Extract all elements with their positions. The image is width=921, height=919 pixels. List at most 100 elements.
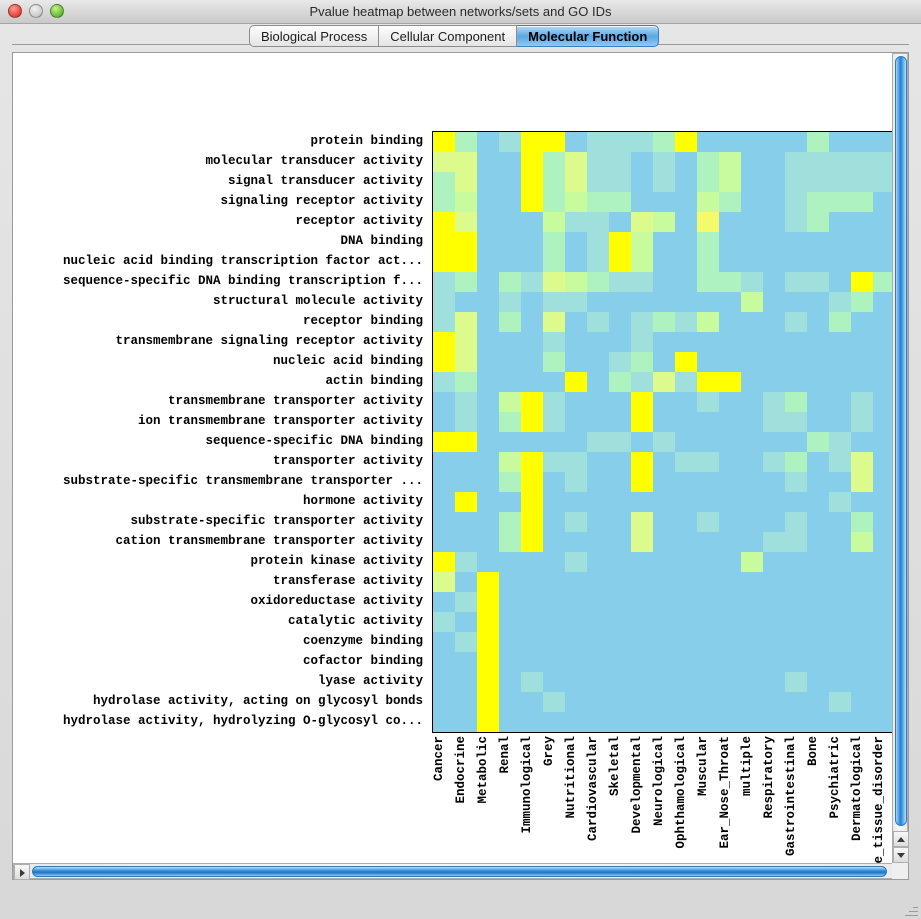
heatmap-cell[interactable] <box>851 712 873 732</box>
heatmap-cell[interactable] <box>499 152 521 172</box>
heatmap-cell[interactable] <box>477 632 499 652</box>
heatmap-cell[interactable] <box>499 392 521 412</box>
heatmap-cell[interactable] <box>653 252 675 272</box>
heatmap-cell[interactable] <box>521 552 543 572</box>
heatmap-cell[interactable] <box>433 572 455 592</box>
heatmap-cell[interactable] <box>653 452 675 472</box>
heatmap-cell[interactable] <box>697 372 719 392</box>
heatmap-cell[interactable] <box>851 532 873 552</box>
heatmap-cell[interactable] <box>763 712 785 732</box>
heatmap-cell[interactable] <box>697 572 719 592</box>
heatmap-cell[interactable] <box>785 712 807 732</box>
heatmap-cell[interactable] <box>477 152 499 172</box>
heatmap-cell[interactable] <box>433 512 455 532</box>
heatmap-cell[interactable] <box>609 352 631 372</box>
vertical-scrollbar-thumb[interactable] <box>895 56 907 826</box>
heatmap-cell[interactable] <box>873 652 893 672</box>
heatmap-cell[interactable] <box>565 452 587 472</box>
heatmap-cell[interactable] <box>477 312 499 332</box>
heatmap-cell[interactable] <box>477 712 499 732</box>
heatmap-cell[interactable] <box>477 172 499 192</box>
heatmap-cell[interactable] <box>455 332 477 352</box>
heatmap-cell[interactable] <box>609 532 631 552</box>
heatmap-cell[interactable] <box>587 152 609 172</box>
heatmap-cell[interactable] <box>873 492 893 512</box>
heatmap-cell[interactable] <box>543 572 565 592</box>
heatmap-cell[interactable] <box>565 652 587 672</box>
heatmap-cell[interactable] <box>851 652 873 672</box>
heatmap-cell[interactable] <box>587 252 609 272</box>
heatmap-cell[interactable] <box>433 272 455 292</box>
heatmap-cell[interactable] <box>741 232 763 252</box>
heatmap-cell[interactable] <box>477 532 499 552</box>
heatmap-cell[interactable] <box>631 592 653 612</box>
heatmap-cell[interactable] <box>829 432 851 452</box>
heatmap-cell[interactable] <box>719 472 741 492</box>
heatmap-cell[interactable] <box>829 152 851 172</box>
heatmap-cell[interactable] <box>785 292 807 312</box>
heatmap-cell[interactable] <box>719 412 741 432</box>
scroll-down-button[interactable] <box>893 847 909 863</box>
heatmap-cell[interactable] <box>433 432 455 452</box>
heatmap-cell[interactable] <box>543 212 565 232</box>
heatmap-cell[interactable] <box>829 412 851 432</box>
heatmap-cell[interactable] <box>873 712 893 732</box>
heatmap-cell[interactable] <box>851 172 873 192</box>
heatmap-cell[interactable] <box>433 492 455 512</box>
heatmap-cell[interactable] <box>433 232 455 252</box>
heatmap-cell[interactable] <box>499 512 521 532</box>
heatmap-cell[interactable] <box>499 632 521 652</box>
heatmap-cell[interactable] <box>587 132 609 152</box>
heatmap-cell[interactable] <box>807 612 829 632</box>
heatmap-cell[interactable] <box>499 492 521 512</box>
heatmap-cell[interactable] <box>477 672 499 692</box>
heatmap-cell[interactable] <box>433 332 455 352</box>
heatmap-cell[interactable] <box>741 592 763 612</box>
heatmap-cell[interactable] <box>587 372 609 392</box>
heatmap-cell[interactable] <box>851 632 873 652</box>
horizontal-scrollbar-thumb[interactable] <box>32 866 887 877</box>
heatmap-cell[interactable] <box>521 232 543 252</box>
heatmap-cell[interactable] <box>741 392 763 412</box>
heatmap-cell[interactable] <box>543 512 565 532</box>
heatmap-cell[interactable] <box>521 332 543 352</box>
heatmap-cell[interactable] <box>433 352 455 372</box>
heatmap-cell[interactable] <box>455 432 477 452</box>
heatmap-cell[interactable] <box>631 152 653 172</box>
heatmap-cell[interactable] <box>763 132 785 152</box>
heatmap-cell[interactable] <box>719 312 741 332</box>
heatmap-cell[interactable] <box>851 412 873 432</box>
heatmap-cell[interactable] <box>741 312 763 332</box>
heatmap-cell[interactable] <box>741 512 763 532</box>
heatmap-cell[interactable] <box>587 612 609 632</box>
heatmap-cell[interactable] <box>763 552 785 572</box>
heatmap-cell[interactable] <box>521 312 543 332</box>
heatmap-cell[interactable] <box>829 632 851 652</box>
heatmap-cell[interactable] <box>675 692 697 712</box>
heatmap-cell[interactable] <box>785 532 807 552</box>
heatmap-cell[interactable] <box>565 612 587 632</box>
heatmap-cell[interactable] <box>455 632 477 652</box>
heatmap-cell[interactable] <box>477 692 499 712</box>
heatmap-cell[interactable] <box>455 572 477 592</box>
horizontal-scrollbar[interactable] <box>13 863 893 880</box>
tab-cellular-component[interactable]: Cellular Component <box>379 25 518 47</box>
heatmap-cell[interactable] <box>543 272 565 292</box>
heatmap-cell[interactable] <box>675 432 697 452</box>
heatmap-cell[interactable] <box>477 512 499 532</box>
heatmap-cell[interactable] <box>565 632 587 652</box>
heatmap-cell[interactable] <box>455 172 477 192</box>
heatmap-cell[interactable] <box>675 152 697 172</box>
heatmap-cell[interactable] <box>499 232 521 252</box>
heatmap-cell[interactable] <box>543 492 565 512</box>
heatmap-cell[interactable] <box>587 672 609 692</box>
heatmap-cell[interactable] <box>631 372 653 392</box>
heatmap-cell[interactable] <box>543 232 565 252</box>
heatmap-cell[interactable] <box>609 232 631 252</box>
heatmap-cell[interactable] <box>653 692 675 712</box>
heatmap-cell[interactable] <box>521 152 543 172</box>
heatmap-cell[interactable] <box>697 132 719 152</box>
heatmap-cell[interactable] <box>609 372 631 392</box>
heatmap-cell[interactable] <box>543 132 565 152</box>
heatmap-cell[interactable] <box>851 612 873 632</box>
